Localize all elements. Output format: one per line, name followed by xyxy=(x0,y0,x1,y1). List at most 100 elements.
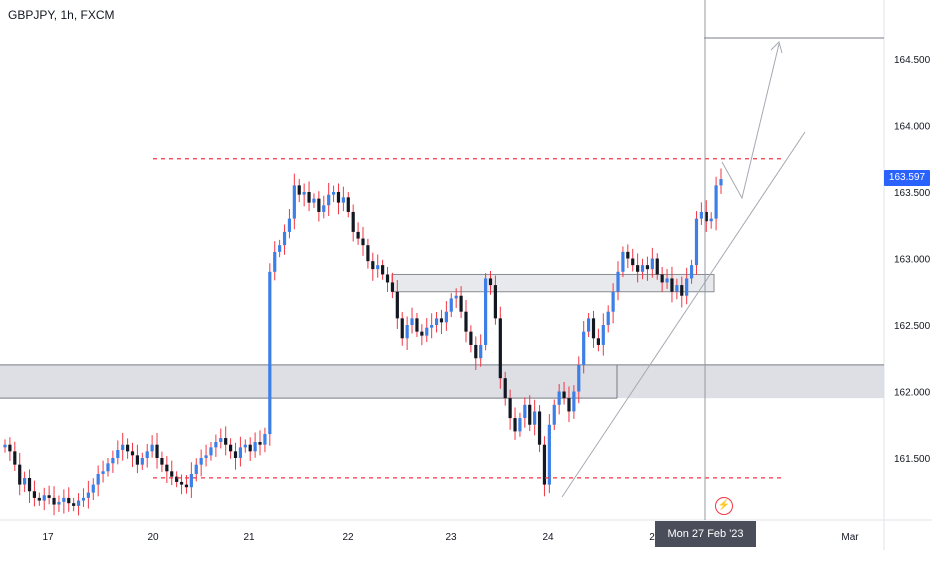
x-tick-label: 20 xyxy=(147,532,159,543)
y-tick-label: 162.000 xyxy=(894,388,931,399)
candle-body xyxy=(699,211,703,219)
x-tick-label: 17 xyxy=(42,532,54,543)
candle-body xyxy=(189,473,193,488)
candle-body xyxy=(52,497,56,505)
rising-trendline xyxy=(561,131,806,498)
candle-body xyxy=(47,495,51,498)
candle-body xyxy=(626,251,630,259)
candle-body xyxy=(665,278,669,283)
candle-body xyxy=(493,285,498,319)
candle-body xyxy=(135,455,140,465)
candle-body xyxy=(611,291,615,312)
candle-body xyxy=(273,251,277,272)
candle-body xyxy=(518,418,522,432)
candle-body xyxy=(253,442,257,452)
projection-path xyxy=(721,43,780,200)
candle-body xyxy=(317,198,321,212)
candle-body xyxy=(292,185,296,219)
candle-body xyxy=(116,450,120,458)
y-tick-label: 163.500 xyxy=(894,188,931,199)
candle-body xyxy=(606,311,610,325)
y-tick-label: 162.500 xyxy=(894,321,931,332)
candle-body xyxy=(366,245,370,262)
demand-zone xyxy=(0,364,884,399)
candle-body xyxy=(307,192,311,203)
candle-body xyxy=(351,211,355,232)
candle-body xyxy=(194,464,198,474)
candle-body xyxy=(557,391,561,405)
candle-body xyxy=(282,231,287,246)
candle-body xyxy=(62,497,66,502)
last-price-badge: 163.597 xyxy=(884,170,930,186)
candle-body xyxy=(586,318,591,332)
candle-body xyxy=(631,258,635,266)
candle-body xyxy=(601,325,605,345)
candle-body xyxy=(533,411,537,425)
candle-body xyxy=(258,442,262,445)
candle-body xyxy=(199,458,203,465)
candle-body xyxy=(111,458,115,464)
candle-body xyxy=(121,444,125,451)
candle-body xyxy=(385,274,390,283)
candle-body xyxy=(430,325,434,328)
candle-body xyxy=(150,444,154,452)
candle-body xyxy=(130,451,135,456)
candlestick-chart[interactable]: 164.500 164.000 163.500 163.000 162.500 162.0… xyxy=(0,0,932,550)
candle-body xyxy=(297,185,301,195)
candle-body xyxy=(439,318,444,323)
candle-body xyxy=(3,444,7,448)
candle-body xyxy=(13,451,17,465)
drawings xyxy=(153,0,884,520)
candle-body xyxy=(434,318,439,325)
candle-body xyxy=(175,476,179,482)
candle-body xyxy=(714,185,718,219)
candle-body xyxy=(32,491,37,498)
candle-body xyxy=(248,444,252,452)
candle-body xyxy=(106,463,110,472)
candle-body xyxy=(327,194,331,206)
candle-body xyxy=(444,311,448,323)
candle-body xyxy=(498,318,502,379)
candle-body xyxy=(209,447,213,456)
candle-body xyxy=(562,391,566,399)
candle-body xyxy=(57,501,61,505)
zones xyxy=(0,273,884,399)
candle-body xyxy=(37,497,41,501)
candle-body xyxy=(577,364,581,392)
x-tick-label: 24 xyxy=(542,532,554,543)
candle-body xyxy=(8,444,12,452)
candle-body xyxy=(101,471,105,474)
candle-body xyxy=(126,444,130,452)
candle-body xyxy=(243,444,247,448)
x-axis: 17 20 21 22 23 24 2 Mar xyxy=(42,532,859,543)
candle-body xyxy=(567,398,571,412)
candle-body xyxy=(331,192,336,195)
candle-body xyxy=(552,404,556,425)
lightning-alert-icon[interactable]: ⚡ xyxy=(715,497,733,515)
candle-body xyxy=(18,464,22,485)
candle-body xyxy=(709,218,713,222)
candle-body xyxy=(513,418,517,432)
candle-body xyxy=(356,231,360,239)
candle-body xyxy=(219,438,223,443)
candle-body xyxy=(238,447,242,458)
candle-body xyxy=(449,298,453,312)
candle-body xyxy=(410,318,414,325)
candle-body xyxy=(67,497,71,504)
candle-body xyxy=(689,265,694,279)
candle-body xyxy=(680,285,684,296)
candle-body xyxy=(170,471,174,477)
candle-body xyxy=(474,344,478,359)
candle-body xyxy=(640,265,645,272)
candle-body xyxy=(228,444,233,452)
candle-body xyxy=(145,451,149,458)
candle-body xyxy=(547,424,551,485)
candle-body xyxy=(390,282,395,292)
y-tick-label: 164.500 xyxy=(894,55,931,66)
symbol-title[interactable]: GBPJPY, 1h, FXCM xyxy=(8,8,115,22)
candle-body xyxy=(459,295,463,312)
candle-body xyxy=(621,251,625,272)
candle-body xyxy=(140,458,144,465)
candle-body xyxy=(395,291,399,319)
